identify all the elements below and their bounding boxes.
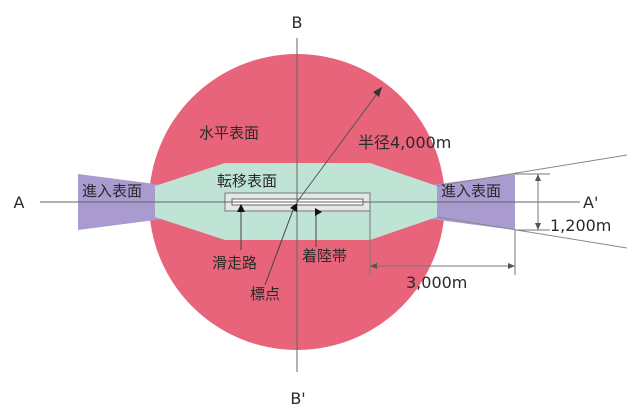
label-axis-b-bottom: B' xyxy=(290,389,305,408)
dim-width-arrow-top xyxy=(535,174,541,181)
dim-length-arrow-right xyxy=(508,263,515,269)
marker-runway xyxy=(237,204,245,212)
label-approach-surface-left: 進入表面 xyxy=(82,182,142,200)
label-axis-a-left: A xyxy=(14,193,25,212)
label-approach-surface-right: 進入表面 xyxy=(441,182,501,200)
leader-reference-point xyxy=(264,209,294,286)
dim-width-arrow-bottom xyxy=(535,223,541,230)
approach-extension-upper xyxy=(436,154,627,187)
label-radius: 半径4,000m xyxy=(358,133,451,152)
dim-length-arrow-left xyxy=(370,263,377,269)
marker-reference-point xyxy=(290,203,297,212)
label-runway-strip: 着陸帯 xyxy=(302,247,347,265)
label-transitional-surface: 転移表面 xyxy=(217,172,277,190)
label-horizontal-surface: 水平表面 xyxy=(199,124,259,142)
radius-line xyxy=(296,86,383,203)
label-runway: 滑走路 xyxy=(212,254,257,272)
label-reference-point: 標点 xyxy=(250,285,280,303)
radius-arrowhead xyxy=(373,87,382,97)
label-width: 1,200m xyxy=(550,216,611,235)
approach-extension-lower xyxy=(436,216,627,249)
label-length: 3,000m xyxy=(406,273,467,292)
marker-runway-strip xyxy=(315,208,322,216)
label-axis-a-right: A' xyxy=(583,193,598,212)
label-axis-b-top: B xyxy=(292,13,303,32)
